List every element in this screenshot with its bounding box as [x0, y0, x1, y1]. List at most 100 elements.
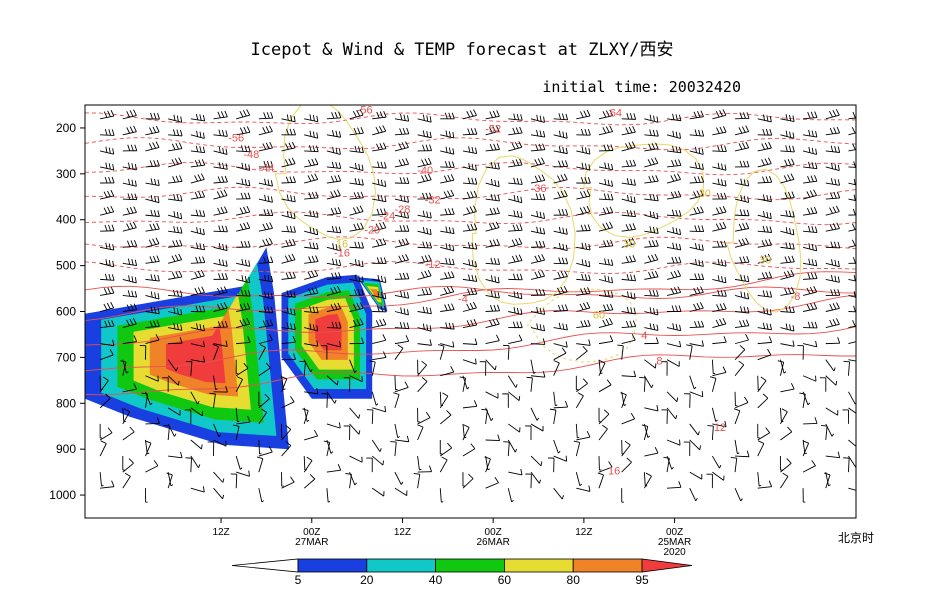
wind-barb: [372, 178, 387, 187]
barb-feather: [701, 391, 704, 397]
wind-barb: [553, 347, 567, 361]
barb-feather: [806, 287, 811, 294]
wind-barb: [757, 290, 773, 298]
barb-feather: [337, 302, 342, 309]
barb-feather: [422, 210, 425, 217]
barb-feather: [560, 286, 565, 294]
barb-feather: [384, 276, 387, 283]
barb-feather: [369, 360, 376, 363]
barb-feather: [429, 116, 432, 123]
barb-feather: [790, 383, 795, 390]
barb-feather: [241, 258, 244, 265]
wind-barb: [417, 306, 432, 315]
barb-feather: [265, 362, 271, 369]
wind-barb: [757, 440, 765, 457]
barb-feather: [542, 143, 546, 150]
barb-feather: [314, 269, 319, 276]
barb-feather: [316, 242, 319, 250]
barb-feather: [558, 209, 562, 216]
barb-feather: [633, 113, 637, 120]
wind-barb: [213, 175, 228, 184]
wind-barb: [848, 194, 859, 202]
barb-feather: [836, 222, 840, 229]
barb-feather: [293, 128, 296, 136]
barb-feather: [359, 302, 364, 309]
barb-feather: [492, 126, 497, 133]
temp-label: -36: [531, 183, 547, 195]
barb-feather: [577, 392, 584, 397]
barb-feather: [829, 207, 833, 214]
barb-feather: [268, 446, 273, 453]
wind-barb: [598, 303, 614, 312]
barb-feather: [110, 301, 115, 309]
wind-barb: [598, 317, 613, 328]
wind-barb: [120, 360, 127, 376]
wind-barb: [825, 451, 841, 459]
wind-barb: [803, 175, 818, 184]
barb-shaft: [621, 418, 635, 425]
barb-feather: [426, 324, 429, 331]
x-tick-label: 12Z: [394, 527, 411, 538]
barb-feather: [129, 110, 134, 117]
wind-barb: [689, 320, 705, 329]
barb-feather: [858, 195, 859, 201]
barb-feather: [852, 208, 856, 216]
barb-feather: [469, 206, 474, 213]
barb-feather: [399, 225, 403, 232]
plot-area: -64-56-56-52-48-44 -40-36-32-28-24-20-16-…: [85, 105, 859, 503]
barb-shaft: [689, 166, 704, 170]
barb-feather: [133, 109, 137, 116]
barb-feather: [176, 194, 179, 201]
wind-barb: [207, 441, 215, 457]
barb-feather: [674, 256, 678, 264]
wind-barb: [530, 455, 543, 467]
wind-barb: [258, 111, 274, 120]
barb-shaft: [303, 410, 309, 425]
wind-barb: [462, 443, 476, 457]
barb-feather: [380, 161, 384, 168]
barb-feather: [717, 162, 720, 169]
barb-feather: [654, 253, 659, 260]
barb-shaft: [643, 375, 652, 388]
barb-feather: [471, 260, 474, 267]
barb-feather: [178, 142, 183, 149]
barb-feather: [331, 225, 335, 233]
barb-feather: [382, 142, 387, 149]
wind-barb: [349, 302, 364, 312]
barb-shaft: [757, 118, 772, 123]
barb-feather: [497, 277, 500, 283]
barb-feather: [149, 224, 153, 231]
wind-barb: [780, 408, 788, 425]
barb-shaft: [440, 291, 454, 296]
barb-feather: [353, 319, 357, 327]
wind-barb: [462, 127, 478, 136]
barb-feather: [314, 287, 319, 294]
barb-shaft: [507, 488, 513, 502]
wind-barb: [326, 341, 341, 348]
wind-barb: [100, 339, 115, 347]
barb-shaft: [689, 345, 693, 360]
wind-barb: [530, 471, 542, 484]
chart-subtitle: initial time: 20032420: [542, 78, 741, 96]
barb-feather: [202, 356, 206, 363]
wind-barb: [734, 274, 750, 283]
barb-feather: [466, 224, 471, 231]
barb-feather: [512, 273, 516, 280]
barb-feather: [603, 193, 607, 200]
barb-feather: [331, 161, 335, 168]
wind-barb: [485, 257, 501, 265]
barb-feather: [310, 270, 315, 277]
barb-feather: [851, 223, 856, 230]
barb-feather: [629, 320, 633, 327]
barb-feather: [153, 460, 159, 467]
barb-feather: [539, 324, 542, 331]
barb-feather: [715, 319, 720, 326]
wind-barb: [530, 240, 546, 248]
barb-feather: [611, 277, 613, 284]
wind-barb: [236, 318, 251, 328]
wind-barb: [326, 225, 342, 234]
wind-barb: [122, 144, 138, 152]
wind-barb: [689, 146, 704, 155]
barb-feather: [403, 308, 406, 315]
wind-barb: [440, 285, 455, 296]
